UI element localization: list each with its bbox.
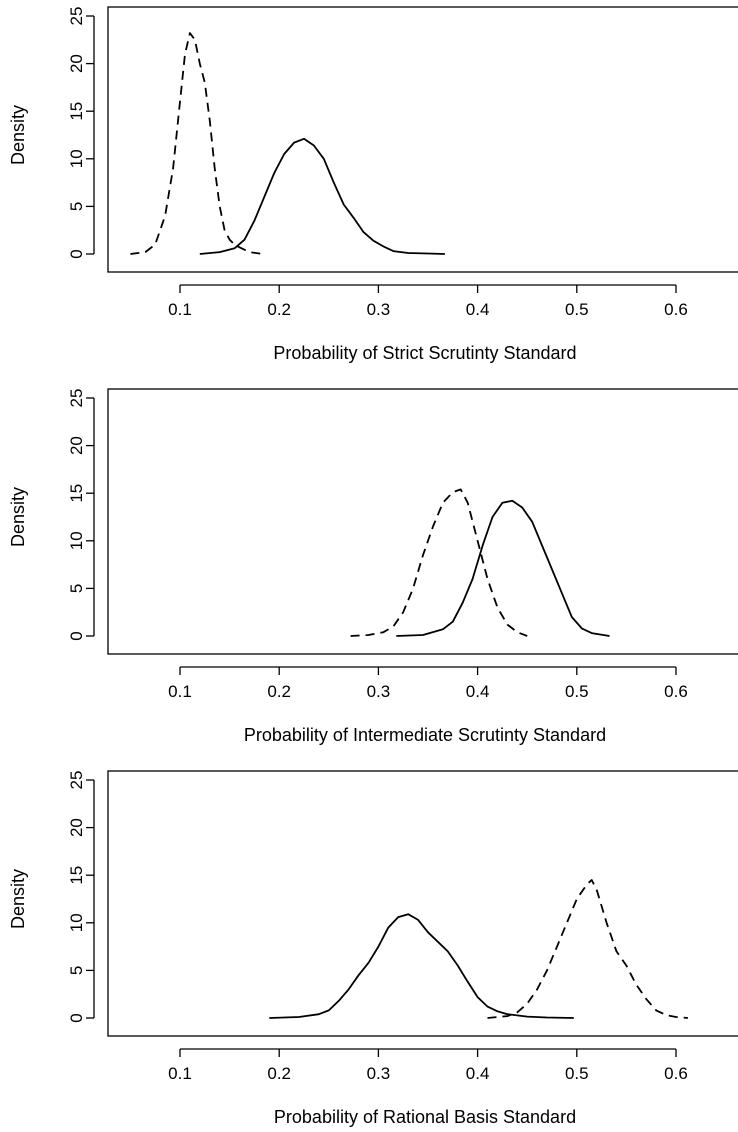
solid-density-curve: [396, 499, 610, 637]
x-tick-label: 0.6: [664, 1064, 688, 1083]
y-tick-label: 25: [67, 771, 86, 790]
y-tick-label: 10: [67, 531, 86, 550]
y-tick-label: 15: [67, 102, 86, 121]
x-tick-label: 0.4: [466, 682, 490, 701]
y-tick-label: 25: [67, 7, 86, 26]
y-tick-label: 10: [67, 913, 86, 932]
x-tick-label: 0.4: [466, 300, 490, 319]
y-tick-label: 15: [67, 866, 86, 885]
x-tick-label: 0.3: [367, 300, 391, 319]
x-tick-label: 0.6: [664, 300, 688, 319]
solid-density-curve: [199, 137, 445, 255]
y-tick-label: 0: [67, 249, 86, 258]
x-tick-label: 0.1: [168, 682, 192, 701]
x-tick-label: 0.2: [267, 300, 291, 319]
plot-frame: [107, 770, 738, 1037]
density-panel-1: 0 5 10 15 20 25 Density 0.1 0.2 0.3 0.4 0.5 0.6 Proba…: [8, 6, 738, 363]
x-tick-label: 0.3: [367, 1064, 391, 1083]
y-tick-label: 15: [67, 484, 86, 503]
y-tick-label: 25: [67, 389, 86, 408]
y-axis-label: Density: [8, 105, 28, 165]
y-tick-label: 5: [67, 966, 86, 975]
density-panel-2: 0 5 10 15 20 25 Density 0.1 0.2 0.3 0.4 0.5 0.6 Proba…: [8, 388, 738, 745]
y-axis-label: Density: [8, 487, 28, 547]
x-tick-label: 0.2: [267, 682, 291, 701]
x-axis-label: Probability of Rational Basis Standard: [274, 1107, 576, 1127]
dashed-density-curve: [130, 32, 267, 255]
y-tick-label: 0: [67, 1013, 86, 1022]
y-axis-label: Density: [8, 869, 28, 929]
y-tick-label: 5: [67, 584, 86, 593]
plot-frame: [107, 388, 738, 655]
x-tick-label: 0.2: [267, 1064, 291, 1083]
y-tick-label: 5: [67, 202, 86, 211]
x-tick-label: 0.1: [168, 300, 192, 319]
x-tick-label: 0.5: [565, 300, 589, 319]
density-panel-3: 0 5 10 15 20 25 Density 0.1 0.2 0.3 0.4 0.5 0.6 Proba…: [8, 770, 738, 1127]
dashed-density-curve: [487, 879, 688, 1019]
x-tick-label: 0.4: [466, 1064, 490, 1083]
x-tick-label: 0.5: [565, 682, 589, 701]
solid-density-curve: [269, 913, 574, 1019]
dashed-density-curve: [350, 488, 528, 637]
y-tick-label: 20: [67, 818, 86, 837]
x-tick-label: 0.5: [565, 1064, 589, 1083]
y-tick-label: 10: [67, 149, 86, 168]
x-tick-label: 0.3: [367, 682, 391, 701]
x-axis-label: Probability of Strict Scrutinty Standard: [273, 343, 576, 363]
y-tick-label: 20: [67, 436, 86, 455]
y-tick-label: 20: [67, 54, 86, 73]
x-tick-label: 0.6: [664, 682, 688, 701]
x-axis-label: Probability of Intermediate Scrutinty St…: [244, 725, 606, 745]
y-tick-label: 0: [67, 631, 86, 640]
x-tick-label: 0.1: [168, 1064, 192, 1083]
plot-frame: [107, 6, 738, 273]
